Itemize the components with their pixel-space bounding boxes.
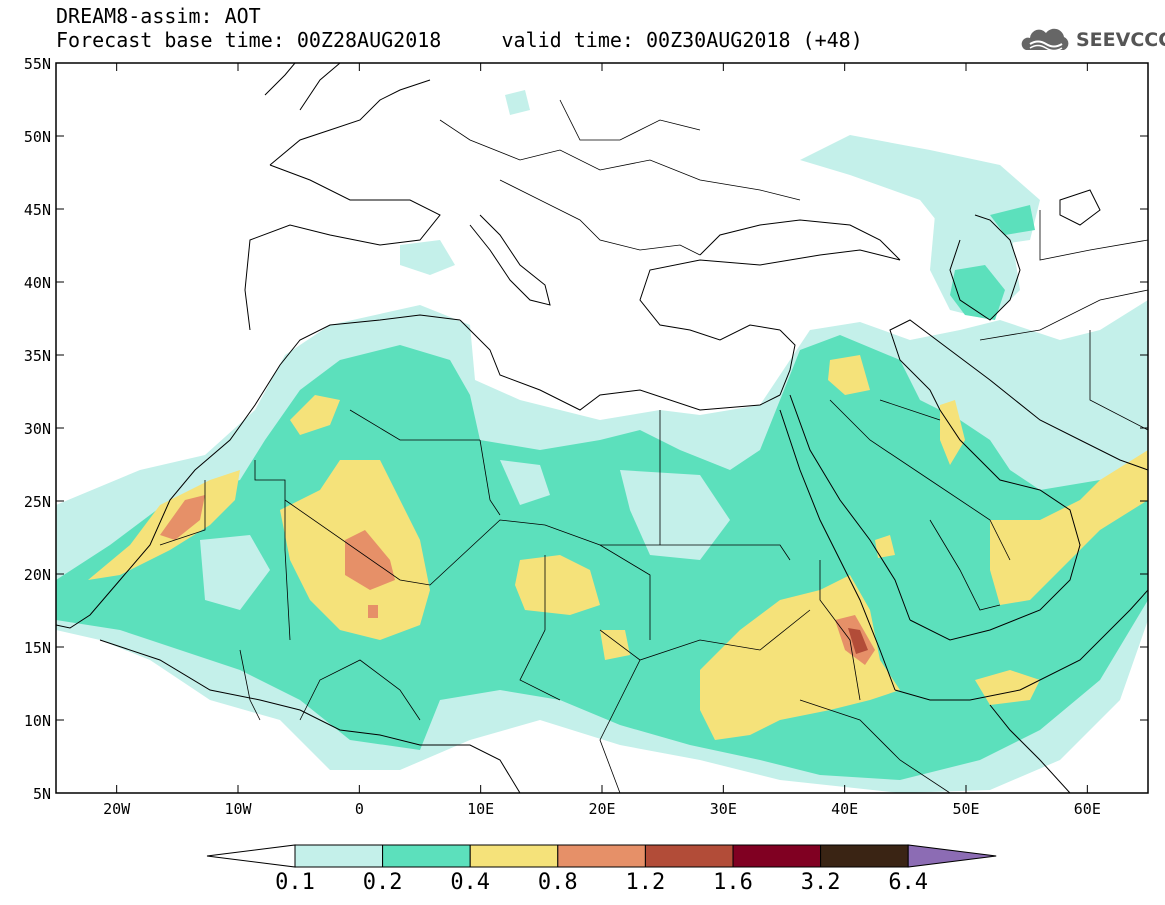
aot-band-0.2-nigeria (365, 685, 415, 735)
lat-label: 45N (24, 201, 51, 219)
coast-aral (1059, 189, 1101, 226)
lon-label: 10E (467, 800, 494, 818)
aot-band-0.1-spain (400, 240, 455, 275)
colorbar-label: 0.8 (538, 870, 578, 895)
coastlines (56, 63, 1148, 793)
lon-label: 60E (1074, 800, 1101, 818)
aot-band-0.8-algeria (345, 530, 395, 590)
logo-text: SEEVCCC (1076, 29, 1165, 51)
aot-band-0.4-sudan (600, 630, 630, 660)
aot-band-0.2-azov (990, 205, 1035, 235)
aot-band-1.2-eritrea (848, 628, 868, 654)
lat-label: 35N (24, 347, 51, 365)
colorbar-box (557, 844, 646, 868)
coast-arabia (909, 409, 1081, 641)
lon-label: 50E (952, 800, 979, 818)
coast-north-africa (459, 319, 781, 411)
cloud-logo-icon (1021, 28, 1069, 52)
lon-label: 20E (588, 800, 615, 818)
coast-somalia (989, 704, 1071, 793)
aot-band-0.4-kuwait (940, 400, 965, 465)
lat-label: 20N (24, 566, 51, 584)
lat-label: 50N (24, 128, 51, 146)
aot-band-0.8-mauritania (160, 495, 205, 540)
aot-colorbar: 0.1 0.2 0.4 0.8 1.2 1.6 3.2 6.4 (206, 844, 997, 895)
country-borders (159, 99, 1148, 793)
coast-levant (779, 329, 796, 396)
coast-black-sea (699, 219, 901, 261)
colorbar-label: 0.2 (363, 870, 403, 895)
aot-band-0.4-yemen (875, 535, 895, 558)
coast-horn (894, 589, 1148, 701)
aot-band-0.2-caspian (950, 265, 1005, 320)
coast-france (269, 79, 431, 166)
colorbar-label: 1.2 (626, 870, 666, 895)
coast-gulf-guinea (99, 639, 521, 793)
aot-band-0.1-france (505, 90, 530, 115)
lat-label: 5N (33, 785, 51, 803)
lon-label: 30E (710, 800, 737, 818)
colorbar-over-triangle (907, 844, 997, 868)
longitude-axis: 20W 10W 0 10E 20E 30E 40E 50E 60E (103, 63, 1101, 818)
lat-label: 30N (24, 420, 51, 438)
coast-caspian (949, 214, 1021, 321)
colorbar-label: 0.1 (275, 870, 315, 895)
lon-label: 40E (831, 800, 858, 818)
colorbar-box (820, 844, 909, 868)
aot-band-0.1-iran (930, 360, 1148, 470)
colorbar-box (644, 844, 734, 868)
seevccc-logo: SEEVCCC (1018, 28, 1165, 52)
coast-red-sea (779, 394, 911, 691)
aot-band-0.4-arabia (990, 450, 1148, 605)
lat-label: 25N (24, 493, 51, 511)
aot-band-0.4-chad (515, 555, 600, 615)
colorbar-box (382, 844, 471, 868)
colorbar-label: 3.2 (801, 870, 841, 895)
coast-italy (469, 214, 551, 306)
lat-label: 40N (24, 274, 51, 292)
coast-west-africa (56, 314, 461, 629)
latitude-axis: 55N 50N 45N 40N 35N 30N 25N 20N 15N 10N 5N (24, 55, 1148, 803)
colorbar-box (732, 844, 822, 868)
colorbar-label: 1.6 (713, 870, 753, 895)
lat-label: 55N (24, 55, 51, 73)
colorbar-label: 6.4 (888, 870, 928, 895)
forecast-times: Forecast base time: 00Z28AUG2018 valid t… (56, 28, 863, 52)
lon-label: 10W (224, 800, 252, 818)
colorbar-box (294, 844, 384, 868)
colorbar-label: 0.4 (450, 870, 490, 895)
coast-iberia (244, 164, 441, 331)
lon-label: 20W (103, 800, 131, 818)
map-title: DREAM8-assim: AOT (56, 4, 261, 28)
aot-band-0.4-iraq (828, 355, 870, 395)
aot-band-0.4-morocco (290, 395, 340, 435)
colorbar-box (469, 844, 559, 868)
aot-band-0.8-mali (368, 605, 378, 618)
coast-britain (264, 63, 341, 111)
coast-turkey (639, 249, 901, 341)
coast-gulf (889, 319, 1148, 471)
lat-label: 10N (24, 712, 51, 730)
lat-label: 15N (24, 639, 51, 657)
colorbar-under-triangle (206, 844, 296, 868)
lon-label: 0 (355, 800, 364, 818)
